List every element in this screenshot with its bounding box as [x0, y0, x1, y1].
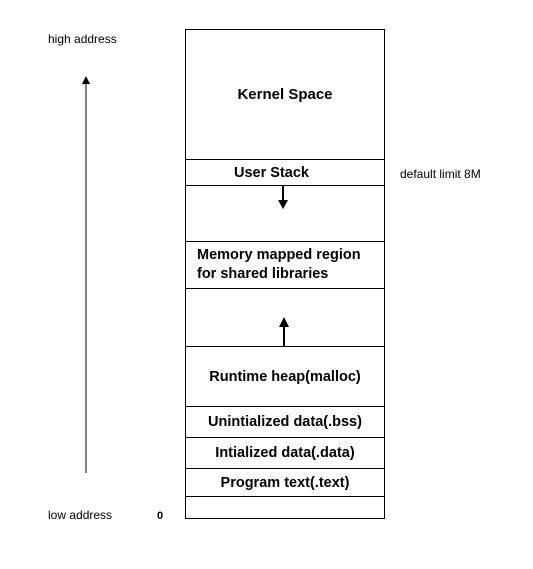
memory-mapped-region: Memory mapped region for shared librarie…	[186, 242, 384, 289]
memory-mapped-label-line2: for shared libraries	[197, 266, 329, 282]
data-region: Intialized data(.data)	[186, 438, 384, 469]
reserved-bottom-region	[186, 497, 384, 518]
runtime-heap-region: Runtime heap(malloc)	[186, 347, 384, 407]
high-address-label: high address	[48, 32, 117, 46]
stack-growth-gap	[186, 186, 384, 242]
memory-mapped-label-line1: Memory mapped region	[197, 247, 361, 263]
zero-address-label: 0	[157, 510, 164, 522]
bss-region: Unintialized data(.bss)	[186, 407, 384, 438]
kernel-space-region: Kernel Space	[186, 30, 384, 160]
low-address-label: low address	[48, 508, 113, 522]
memory-layout-diagram: Kernel Space User Stack Memory mapped re…	[185, 29, 385, 519]
heap-growth-gap	[186, 289, 384, 347]
text-region: Program text(.text)	[186, 469, 384, 497]
stack-growth-down-arrow	[278, 186, 288, 209]
stack-limit-label: default limit 8M	[400, 167, 481, 181]
user-stack-region: User Stack	[186, 160, 384, 186]
heap-growth-up-arrow	[279, 317, 289, 346]
